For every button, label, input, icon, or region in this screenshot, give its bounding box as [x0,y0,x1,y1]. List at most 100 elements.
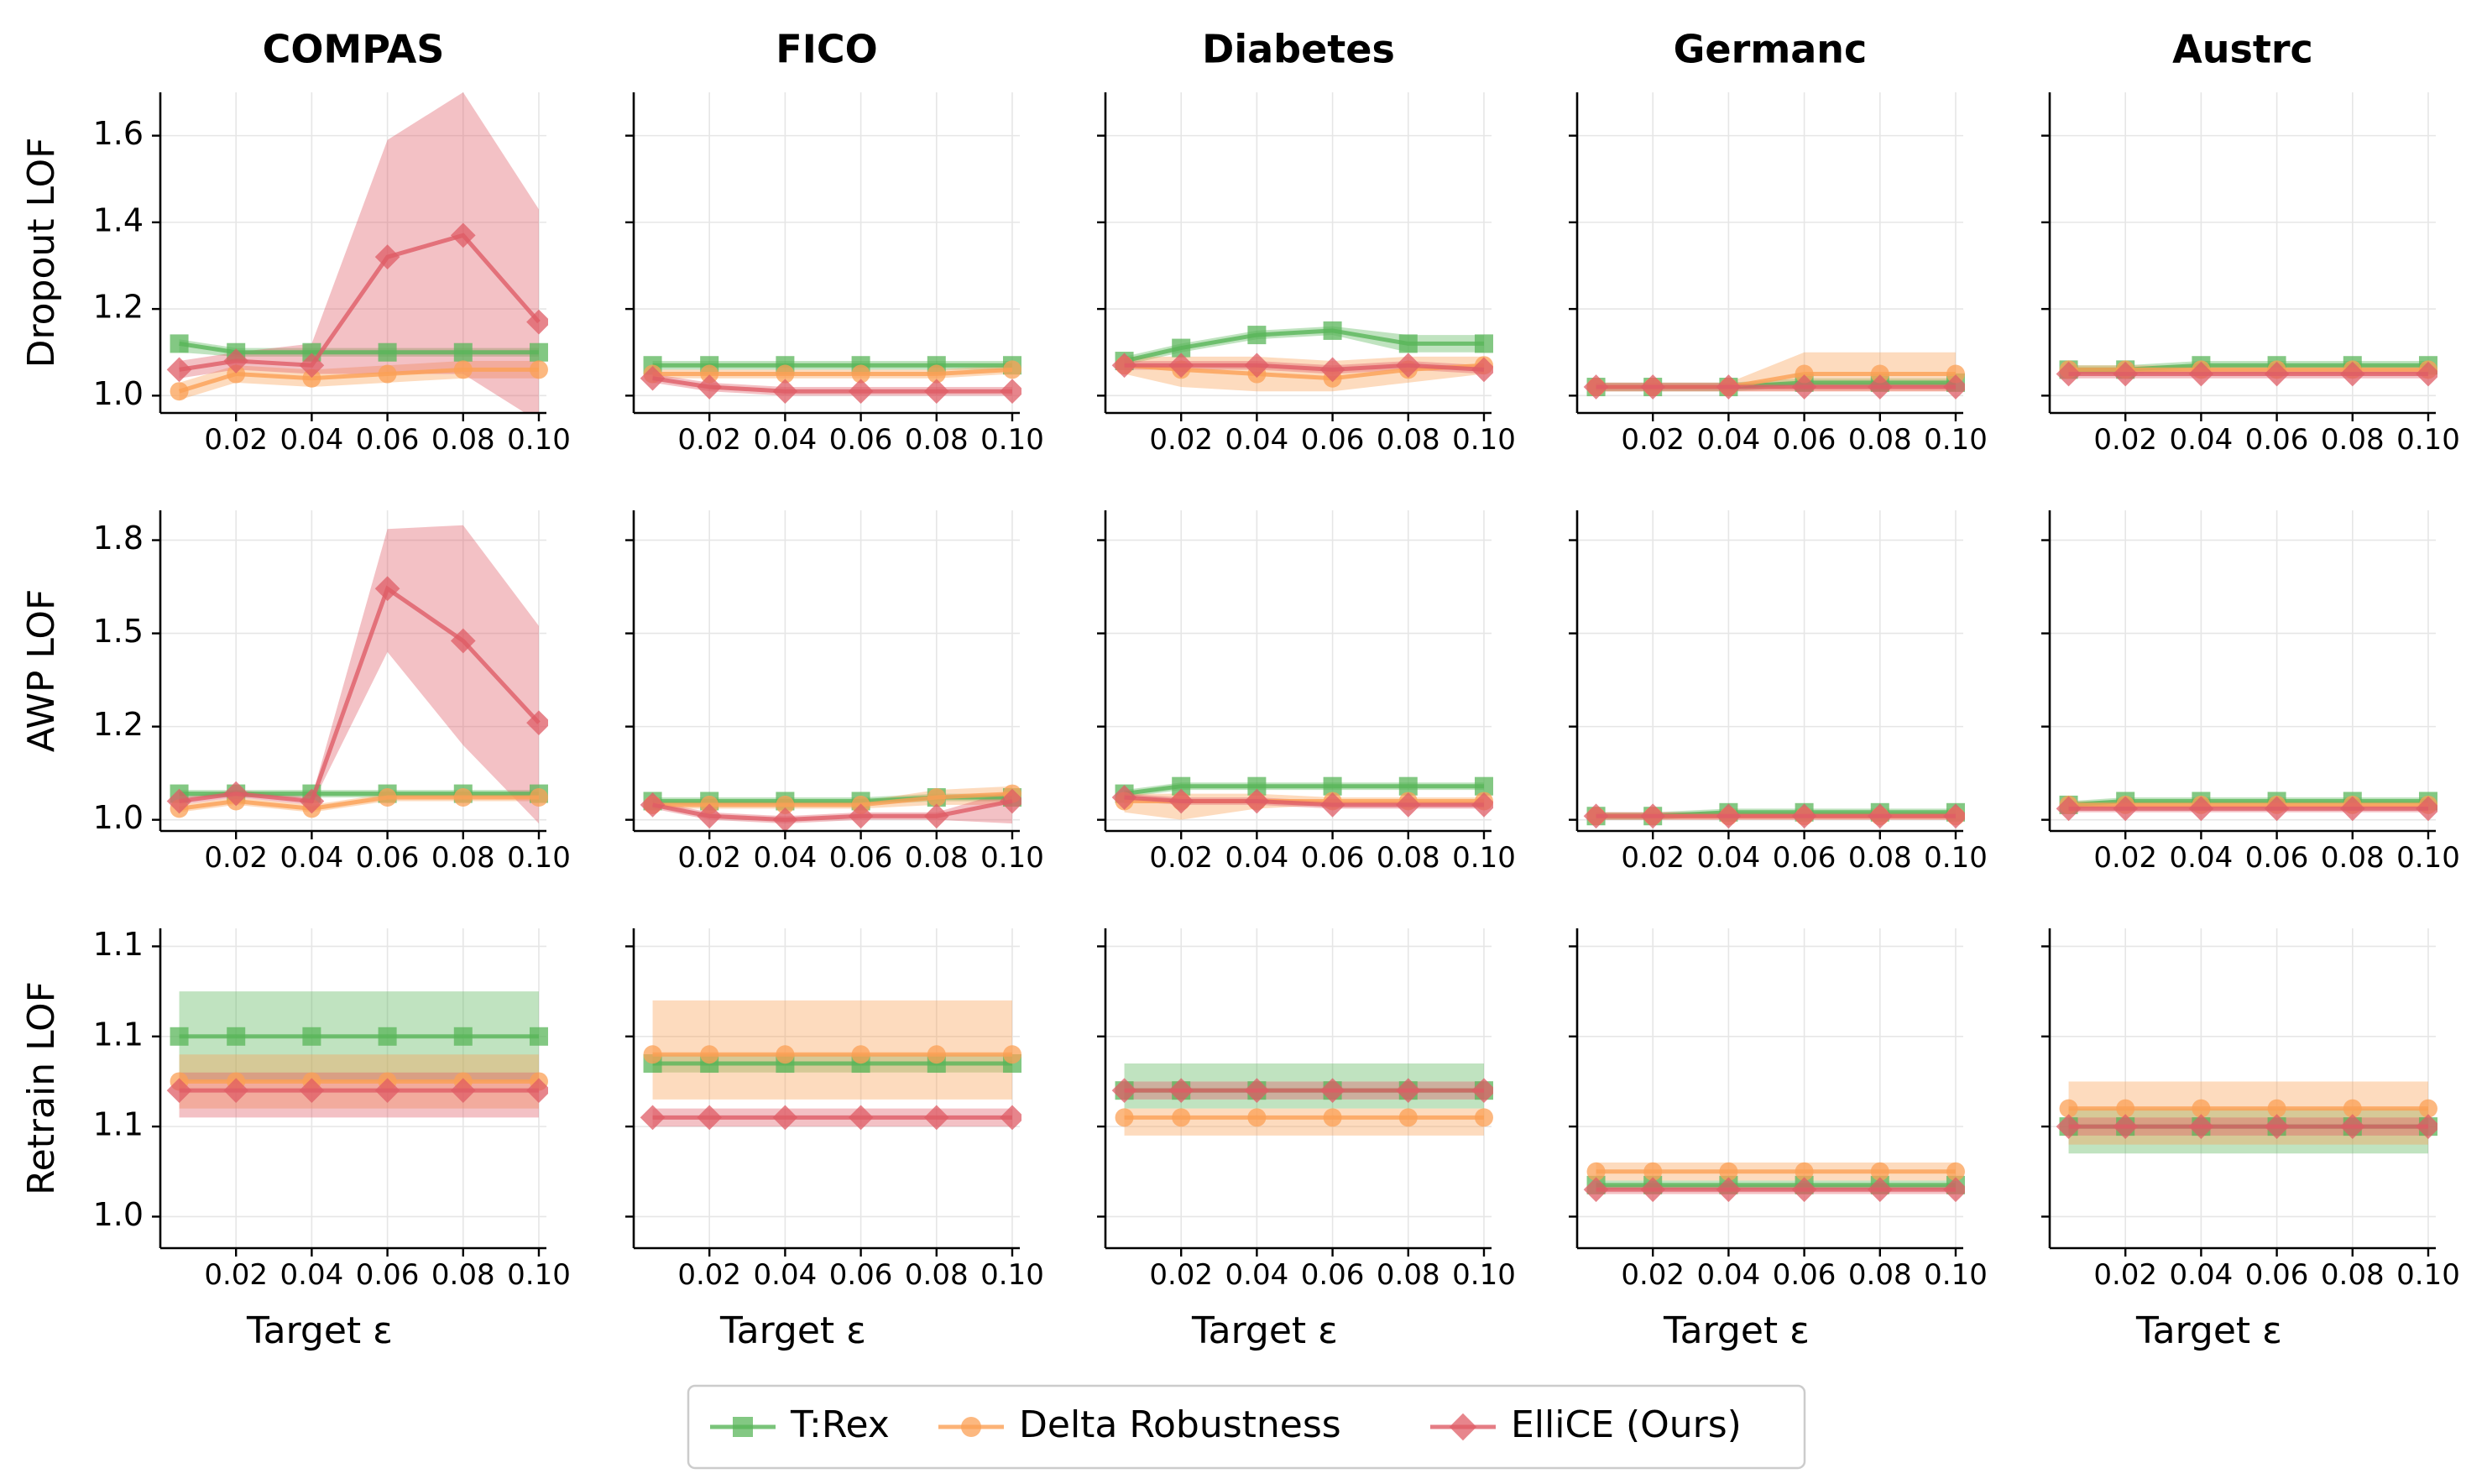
x-axis-title: Target ε [719,1309,866,1352]
delta-band [652,1000,1012,1100]
column-title-germanc: Germanc [1674,27,1868,72]
y-tick-label: 1.4 [93,201,144,238]
trex-point [1172,776,1191,796]
delta-point [927,1045,946,1064]
ellice-point [2339,1114,2365,1139]
legend-item-trex: T:Rex [710,1403,890,1446]
ellice-point [1168,1078,1194,1104]
x-tick-label: 0.06 [1301,423,1365,457]
trex-line [179,341,539,355]
delta-line [652,792,1013,807]
delta-point [1870,364,1889,384]
delta-point [2267,1099,2286,1118]
row-label-2: Retrain LOF [20,981,63,1195]
delta-point [1247,1108,1267,1127]
ellice-point [1583,374,1609,400]
trex-point [529,1027,548,1046]
ellice-point [1943,1177,1965,1203]
ellice-point [1867,1177,1893,1203]
x-tick-label: 0.10 [980,1258,1044,1292]
x-tick-label: 0.04 [1225,841,1289,875]
ellice-point [1640,374,1666,400]
ellice-point [772,1105,798,1131]
panel-2-compas: 0.02 0.04 0.06 0.08 0.10 1.0 1.1 1.1 1.1 [93,926,571,1292]
delta-point [378,364,397,384]
x-tick-label: 0.04 [280,841,344,875]
ellice-point [1168,788,1194,814]
delta-point [1398,1108,1418,1127]
x-tick-label: 0.02 [2093,423,2157,457]
ellice-point [1244,1078,1270,1104]
delta-line [1124,363,1485,381]
row-labels: Dropout LOF AWP LOF Retrain LOF [20,138,63,1195]
y-tick-label: 1.1 [93,1106,144,1143]
x-tick-label: 0.06 [1773,423,1837,457]
gridlines [1577,510,1963,831]
ellice-point [1000,379,1021,405]
x-tick-label: 0.06 [1301,841,1365,875]
legend-label: ElliCE (Ours) [1511,1403,1742,1446]
gridlines [1577,92,1963,413]
delta-point [927,364,946,384]
column-title-compas: COMPAS [263,27,445,72]
x-tick-label: 0.02 [2093,841,2157,875]
y-tick-label: 1.0 [93,799,144,836]
x-tick-label: 0.04 [2170,1258,2234,1292]
ellice-point [299,353,325,379]
delta-point [2418,1099,2437,1118]
trex-point [1398,776,1418,796]
panel-0-diabetes: 0.02 0.04 0.06 0.08 0.10 [1097,92,1516,457]
ellice-point [374,244,400,270]
ellice-point [1716,803,1742,829]
ellice-point [1168,353,1194,379]
ellice-point [2056,361,2082,387]
ellice-point [2416,1114,2437,1139]
gridlines [160,92,546,413]
ellice-point [1471,357,1493,383]
trex-band [1124,1063,1484,1109]
delta-point [453,360,473,379]
delta-point [1643,1162,1663,1181]
ellice-point [1791,374,1817,400]
delta-point [2116,1099,2135,1118]
x-tick-label: 0.04 [280,423,344,457]
delta-point [2192,1099,2211,1118]
x-tick-label: 0.10 [1452,841,1516,875]
x-tick-label: 0.10 [507,423,571,457]
ellice-point [2056,1114,2082,1139]
delta-point [1474,1108,1493,1127]
trex-point [1172,338,1191,358]
delta-line [652,367,1013,377]
ellice-point [697,1105,723,1131]
ellice-point [1244,788,1270,814]
ellice-point [526,309,548,335]
ellice-band [179,1072,539,1118]
x-tick-label: 0.02 [1149,841,1213,875]
ellice-point [1395,1078,1421,1104]
x-tick-label: 0.06 [356,1258,420,1292]
panel-2-diabetes: 0.02 0.04 0.06 0.08 0.10 [1097,928,1516,1292]
x-tick-label: 0.02 [204,841,268,875]
x-tick-label: 0.04 [1697,423,1761,457]
x-tick-label: 0.08 [1377,1258,1440,1292]
y-tick-label: 1.0 [93,1196,144,1233]
trex-point [453,342,473,362]
ellice-point [640,365,666,391]
ellice-point [2113,361,2139,387]
ellice-point [166,357,192,383]
legend-item-ellice: ElliCE (Ours) [1430,1403,1742,1446]
x-tick-label: 0.02 [204,1258,268,1292]
x-axis-title: Target ε [2135,1309,2282,1352]
trex-point [1247,326,1267,345]
x-tick-label: 0.04 [754,841,818,875]
x-tick-label: 0.10 [980,423,1044,457]
trex-line [2068,798,2428,807]
trex-point [1474,776,1493,796]
ellice-point [374,1078,400,1104]
x-tick-label: 0.06 [356,841,420,875]
y-tick-label: 1.8 [93,520,144,556]
panel-2-fico: 0.02 0.04 0.06 0.08 0.10 [625,928,1044,1292]
panel-0-compas: 0.02 0.04 0.06 0.08 0.10 1.0 1.2 1.4 1.6 [93,92,571,457]
ellice-point [2113,1114,2139,1139]
ellice-point [450,1078,476,1104]
